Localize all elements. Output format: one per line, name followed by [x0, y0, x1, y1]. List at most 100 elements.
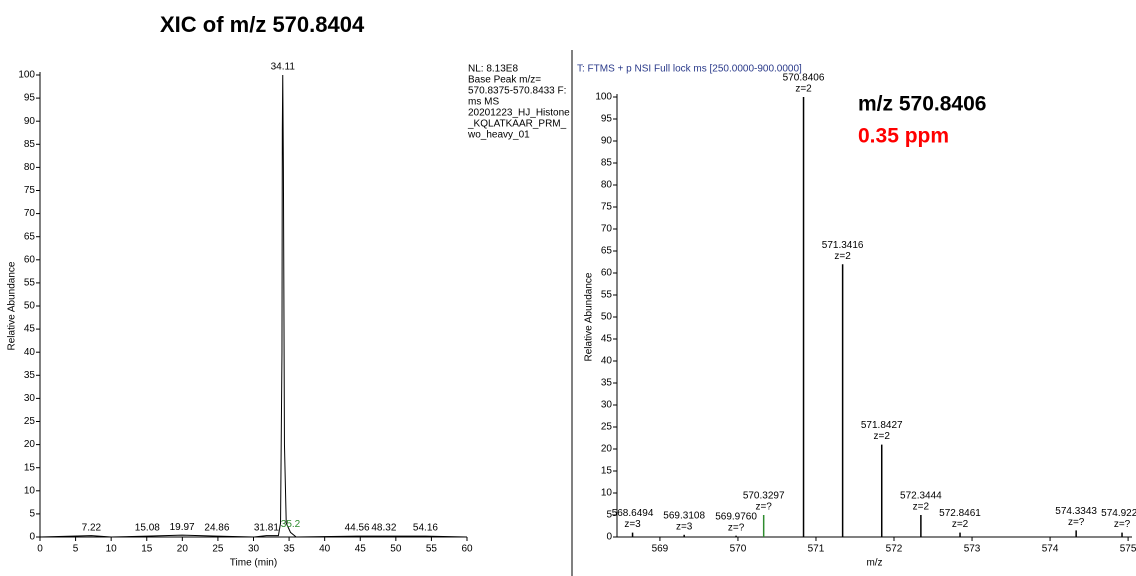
peak-label: 569.3108: [663, 510, 705, 521]
y-tick-label: 100: [595, 92, 612, 103]
y-tick-label: 45: [601, 334, 613, 345]
x-tick-label: 569: [652, 544, 669, 555]
peak-label: 570.8406: [783, 73, 825, 84]
x-tick-label: 60: [461, 544, 473, 555]
y-tick-label: 20: [601, 444, 613, 455]
y-tick-label: 25: [601, 422, 613, 433]
y-tick-label: 95: [601, 114, 613, 125]
y-tick-label: 80: [24, 162, 36, 173]
y-tick-label: 60: [601, 268, 613, 279]
y-tick-label: 15: [601, 466, 613, 477]
charge-label: z=2: [913, 502, 930, 513]
x-tick-label: 45: [355, 544, 367, 555]
x-tick-label: 574: [1042, 544, 1059, 555]
y-axis-label: Relative Abundance: [7, 261, 18, 350]
y-tick-label: 40: [601, 356, 613, 367]
x-tick-label: 571: [808, 544, 825, 555]
peak-label: 571.8427: [861, 420, 903, 431]
y-tick-label: 85: [24, 139, 36, 150]
charge-label: z=?: [755, 502, 772, 513]
trace: [39, 74, 468, 538]
y-tick-label: 55: [24, 278, 36, 289]
charge-label: z=?: [1068, 517, 1085, 528]
y-tick-label: 10: [601, 488, 613, 499]
x-tick-label: 30: [248, 544, 260, 555]
annotation: m/z 570.8406: [858, 93, 986, 116]
y-tick-label: 60: [24, 254, 36, 265]
x-axis-label: Time (min): [230, 558, 277, 569]
x-tick-label: 35: [284, 544, 296, 555]
y-tick-label: 95: [24, 93, 36, 104]
x-tick-label: 10: [106, 544, 118, 555]
charge-label: z=?: [728, 522, 745, 533]
x-tick-label: 572: [886, 544, 903, 555]
y-tick-label: 35: [24, 370, 36, 381]
y-tick-label: 15: [24, 462, 36, 473]
charge-label: z=3: [624, 519, 641, 530]
y-tick-label: 5: [606, 510, 612, 521]
y-tick-label: 85: [601, 158, 613, 169]
y-tick-label: 65: [601, 246, 613, 257]
charge-label: z=2: [874, 431, 891, 442]
peak-label: 54.16: [413, 523, 438, 534]
y-tick-label: 35: [601, 378, 613, 389]
y-tick-label: 50: [601, 312, 613, 323]
x-tick-label: 50: [390, 544, 402, 555]
y-tick-label: 75: [24, 185, 36, 196]
y-tick-label: 30: [24, 393, 36, 404]
info-text: _KQLATKAAR_PRM_: [467, 119, 567, 130]
peak-label: 572.8461: [939, 508, 981, 519]
y-tick-label: 90: [24, 116, 36, 127]
info-text: NL: 8.13E8: [468, 64, 518, 75]
y-tick-label: 30: [601, 400, 613, 411]
x-axis-label: m/z: [866, 558, 882, 569]
peak-label: 31.81: [254, 522, 279, 533]
peak-label: 574.3343: [1055, 506, 1097, 517]
x-tick-label: 15: [141, 544, 153, 555]
charge-label: z=2: [834, 251, 851, 262]
annotation: 0.35 ppm: [858, 125, 949, 148]
y-tick-label: 0: [606, 532, 612, 543]
y-tick-label: 50: [24, 301, 36, 312]
peak-label: 44.56: [345, 523, 370, 534]
x-tick-label: 55: [426, 544, 438, 555]
info-text: 20201223_HJ_Histone: [468, 108, 570, 119]
x-tick-label: 0: [37, 544, 43, 555]
y-tick-label: 100: [18, 70, 35, 81]
peak-label: 15.08: [135, 523, 160, 534]
y-tick-label: 70: [601, 224, 613, 235]
charge-label: z=?: [1114, 519, 1131, 530]
y-tick-label: 40: [24, 347, 36, 358]
peak-label: 19.97: [170, 522, 195, 533]
y-tick-label: 45: [24, 324, 36, 335]
y-tick-label: 80: [601, 180, 613, 191]
info-text: 570.8375-570.8433 F:: [468, 86, 566, 97]
x-tick-label: 40: [319, 544, 331, 555]
y-tick-label: 10: [24, 485, 36, 496]
charge-label: z=3: [676, 521, 693, 532]
peak-label: 574.9222: [1101, 508, 1136, 519]
y-tick-label: 65: [24, 231, 36, 242]
spectrum-header: T: FTMS + p NSI Full lock ms [250.0000-9…: [577, 64, 802, 75]
peak-label: 34.11: [271, 62, 296, 73]
x-tick-label: 20: [177, 544, 189, 555]
peak-label: 572.3444: [900, 491, 942, 502]
y-tick-label: 90: [601, 136, 613, 147]
y-tick-label: 20: [24, 439, 36, 450]
chart-title: XIC of m/z 570.8404: [160, 12, 365, 37]
peak-label: 7.22: [82, 522, 102, 533]
peak-label: 568.6494: [612, 508, 654, 519]
peak-label: 48.32: [371, 523, 396, 534]
x-tick-label: 573: [964, 544, 981, 555]
peak-label: 24.86: [204, 523, 229, 534]
peak-label: 35.2: [281, 519, 301, 530]
y-tick-label: 70: [24, 208, 36, 219]
x-tick-label: 570: [730, 544, 747, 555]
info-text: wo_heavy_01: [467, 130, 530, 141]
y-tick-label: 5: [29, 509, 35, 520]
y-axis-label: Relative Abundance: [584, 272, 595, 361]
y-tick-label: 0: [29, 532, 35, 543]
info-text: ms MS: [468, 97, 499, 108]
